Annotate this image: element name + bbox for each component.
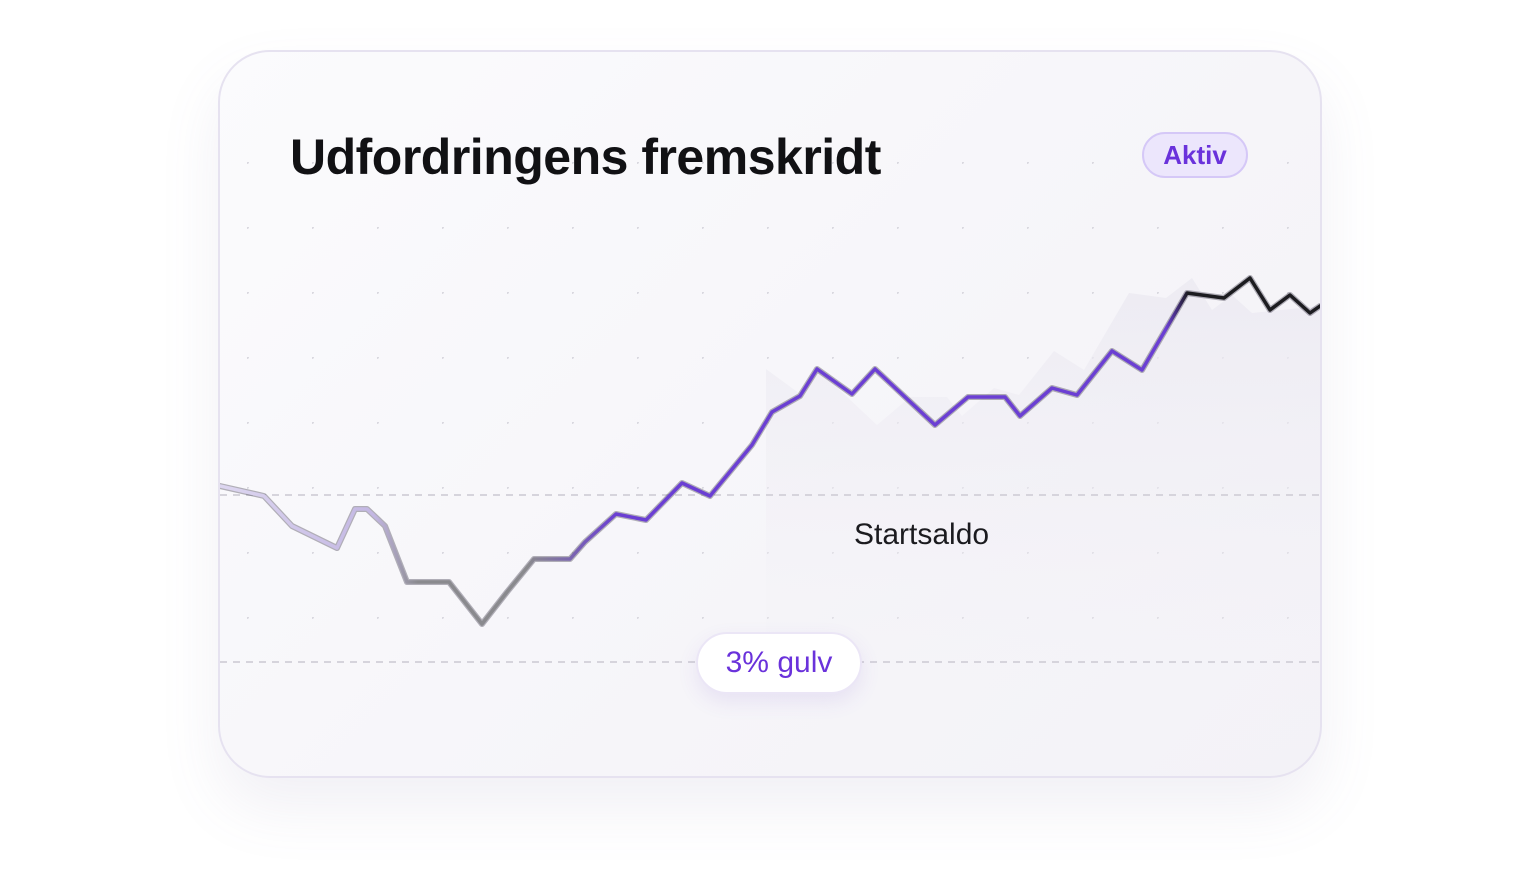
progress-line: [220, 276, 1320, 626]
floor-label: 3% gulv: [696, 632, 862, 694]
baseline-label: Startsaldo: [854, 518, 990, 551]
card-title: Udfordringens fremskridt: [290, 129, 881, 185]
progress-card: Udfordringens fremskridt Aktiv Startsald…: [218, 50, 1322, 778]
area-shade: [766, 278, 1320, 776]
chart-graphic: [220, 142, 1320, 776]
status-badge: Aktiv: [1142, 132, 1248, 178]
